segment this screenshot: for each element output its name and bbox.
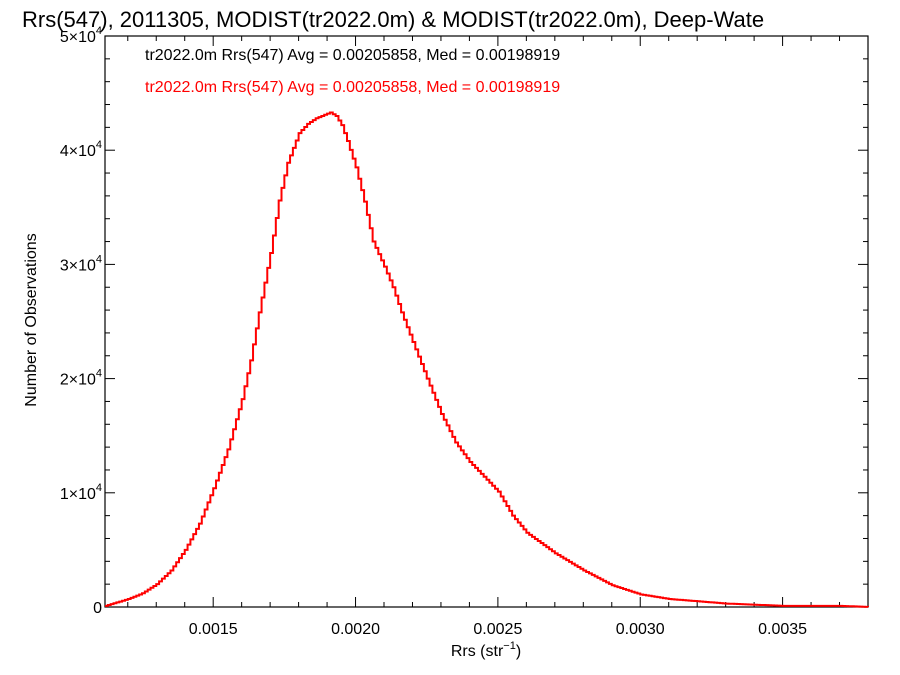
y-tick-label: 0 xyxy=(93,600,102,617)
tick-labels: 0.0015 0.0020 0.0025 0.0030 0.0035 0 1×104 2×10… xyxy=(60,25,807,638)
series-line xyxy=(105,111,869,608)
x-tick-label: 0.0020 xyxy=(331,621,380,638)
x-tick-label: 0.0035 xyxy=(758,621,807,638)
plot-frame xyxy=(104,35,869,608)
x-tick-label: 0.0030 xyxy=(616,621,665,638)
y-tick-label: 1×104 xyxy=(60,482,102,503)
x-axis-label: Rrs (str−1) xyxy=(451,640,521,660)
annotation-black: tr2022.0m Rrs(547) Avg = 0.00205858, Med… xyxy=(145,47,560,64)
y-tick-label: 3×104 xyxy=(60,253,102,274)
y-tick-label: 5×104 xyxy=(60,25,102,46)
y-axis-label: Number of Observations xyxy=(23,233,40,406)
x-tick-label: 0.0015 xyxy=(189,621,238,638)
axis-ticks xyxy=(105,35,869,608)
x-tick-label: 0.0025 xyxy=(473,621,522,638)
chart-title: Rrs(547), 2011305, MODIST(tr2022.0m) & M… xyxy=(22,7,764,32)
y-tick-label: 4×104 xyxy=(60,139,102,160)
y-tick-label: 2×104 xyxy=(60,368,102,389)
annotation-red: tr2022.0m Rrs(547) Avg = 0.00205858, Med… xyxy=(145,79,560,96)
